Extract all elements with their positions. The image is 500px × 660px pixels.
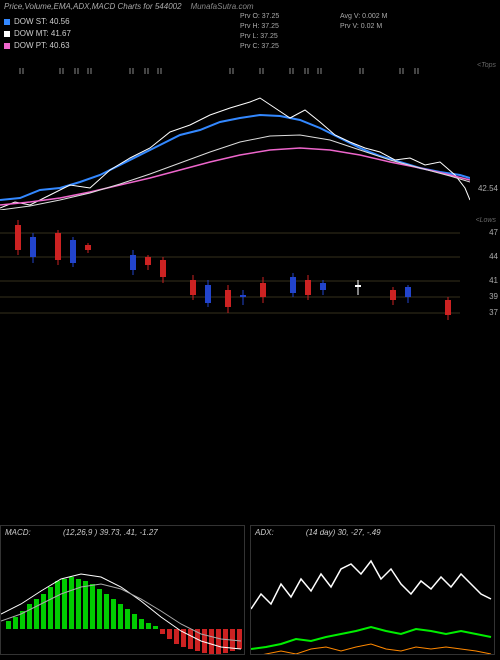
adx-title: ADX: (14 day) 30, -27, -.49 <box>251 526 494 539</box>
volume-info: Avg V: 0.002 M Prv V: 0.02 M <box>340 12 387 32</box>
site-name: MunafaSutra.com <box>190 2 253 11</box>
last-price-label: 42.54 <box>478 184 498 193</box>
candlestick-chart <box>0 215 470 345</box>
adx-panel: ADX: (14 day) 30, -27, -.49 <box>250 525 495 655</box>
prev-ohlc: Prv O: 37.25 Prv H: 37.25 Prv L: 37.25 P… <box>240 12 279 52</box>
adx-chart <box>251 539 496 654</box>
lows-watermark: <Lows <box>476 217 496 224</box>
macd-chart <box>1 539 246 654</box>
chart-title: Price,Volume,EMA,ADX,MACD Charts for 544… <box>4 2 182 11</box>
chart-header: Price,Volume,EMA,ADX,MACD Charts for 544… <box>4 2 496 11</box>
macd-panel: MACD: (12,26,9 ) 39.73, .41, -1.27 <box>0 525 245 655</box>
legend: DOW ST: 40.56DOW MT: 41.67DOW PT: 40.63 <box>4 16 71 52</box>
price-line-panel: <Tops 42.54 <box>0 60 500 210</box>
candlestick-panel: <Lows 4744413937 <box>0 215 500 345</box>
price-line-chart <box>0 60 470 210</box>
tops-watermark: <Tops <box>477 62 496 69</box>
macd-title: MACD: (12,26,9 ) 39.73, .41, -1.27 <box>1 526 244 539</box>
